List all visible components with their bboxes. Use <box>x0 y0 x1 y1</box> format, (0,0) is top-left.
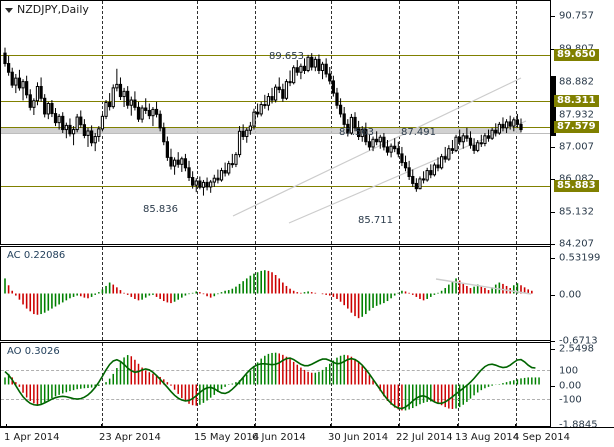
axis-tick <box>551 49 555 51</box>
axis-tick <box>551 349 555 351</box>
grid-line-vertical <box>255 247 256 340</box>
grid-line-vertical <box>516 343 517 426</box>
price-tick-label: 87.007 <box>559 141 594 153</box>
axis-tick <box>551 211 555 213</box>
ao-tick-label: 2.5498 <box>559 343 594 355</box>
price-level-line <box>1 54 550 56</box>
price-annotation: 85.836 <box>143 204 178 215</box>
axis-tick <box>551 258 555 260</box>
date-tick-label: 1 Apr 2014 <box>4 432 60 443</box>
date-tick <box>457 424 458 428</box>
price-annotation: 87.563 <box>339 127 374 138</box>
date-tick <box>101 424 102 428</box>
date-tick-label: 23 Apr 2014 <box>99 432 161 443</box>
grid-line-vertical <box>399 247 400 340</box>
axis-tick <box>551 244 555 245</box>
grid-line-vertical <box>197 247 198 340</box>
symbol-label: NZDJPY,Daily <box>17 3 89 16</box>
price-level-label[interactable]: 87.579 <box>554 120 599 133</box>
ac-indicator-panel[interactable]: AC 0.22086 <box>0 246 551 341</box>
ac-tick-label: 0.00 <box>559 289 582 300</box>
price-scale-bar <box>551 76 556 136</box>
date-tick-label: 30 Jun 2014 <box>328 432 389 443</box>
ao-tick-label: 0.00 <box>559 380 582 391</box>
symbol-header[interactable]: NZDJPY,Daily <box>5 3 89 16</box>
ao-indicator-panel[interactable]: AO 0.3026 <box>0 342 551 427</box>
grid-line-vertical <box>197 1 198 244</box>
grid-line-vertical <box>458 343 459 426</box>
axis-tick <box>551 16 555 18</box>
price-level-label[interactable]: 85.883 <box>554 179 599 192</box>
candlestick-series <box>3 47 523 196</box>
date-tick <box>515 424 516 428</box>
price-level-label[interactable]: 89.650 <box>554 48 599 61</box>
date-tick <box>196 424 197 428</box>
grid-line-vertical <box>255 343 256 426</box>
axis-tick <box>551 146 555 148</box>
grid-line-vertical <box>399 343 400 426</box>
ac-histogram <box>4 270 533 319</box>
price-tick-label: 87.932 <box>559 109 594 121</box>
ao-gridline-lower <box>1 399 550 401</box>
ao-histogram-line <box>4 352 540 411</box>
ao-signal-line <box>4 357 536 410</box>
date-tick-label: 15 May 2014 <box>194 432 260 443</box>
price-tick-label: 88.882 <box>559 76 594 88</box>
axis-tick <box>551 340 555 342</box>
axis-tick <box>551 294 555 296</box>
price-annotation: 87.491 <box>401 127 436 138</box>
ao-tick-label: 100 <box>559 365 579 377</box>
ao-tick-label: -1.8845 <box>559 419 598 431</box>
price-tick-label: 85.132 <box>559 206 594 218</box>
price-annotation: 89.653 <box>269 51 304 62</box>
date-tick-label: 6 Jun 2014 <box>252 432 306 443</box>
ao-tick-label: -100 <box>559 394 582 406</box>
date-tick <box>6 424 7 428</box>
price-annotation: 85.711 <box>358 215 393 226</box>
price-level-label[interactable]: 88.311 <box>554 95 599 108</box>
price-chart-panel[interactable]: 89.653 87.563 87.491 85.836 85.711 <box>0 0 551 245</box>
date-tick <box>254 424 255 428</box>
date-tick-label: 4 Sep 2014 <box>513 432 571 443</box>
axis-tick <box>551 385 555 387</box>
ao-title: AO 0.3026 <box>7 346 60 357</box>
grid-line-vertical <box>331 247 332 340</box>
price-tick-label: 90.757 <box>559 10 594 22</box>
chevron-down-icon[interactable] <box>5 7 13 13</box>
time-axis: 1 Apr 2014 23 Apr 2014 15 May 2014 6 Jun 20… <box>0 424 614 447</box>
grid-line-vertical <box>102 343 103 426</box>
date-tick <box>398 424 399 428</box>
date-tick-label: 13 Aug 2014 <box>455 432 520 443</box>
grid-line-vertical <box>197 343 198 426</box>
price-tick-label: 86.082 <box>559 173 594 184</box>
date-tick-label: 22 Jul 2014 <box>396 432 453 443</box>
ac-tick-label: -0.6713 <box>559 335 598 347</box>
ac-title: AC 0.22086 <box>7 250 66 261</box>
axis-tick <box>551 178 555 180</box>
grid-line-vertical <box>331 343 332 426</box>
ac-tick-label: 0.53199 <box>559 252 601 264</box>
price-axis[interactable]: 90.75789.80788.88287.93287.00786.08285.1… <box>550 0 614 431</box>
date-tick <box>330 424 331 428</box>
price-tick-label: 84.207 <box>559 238 594 250</box>
